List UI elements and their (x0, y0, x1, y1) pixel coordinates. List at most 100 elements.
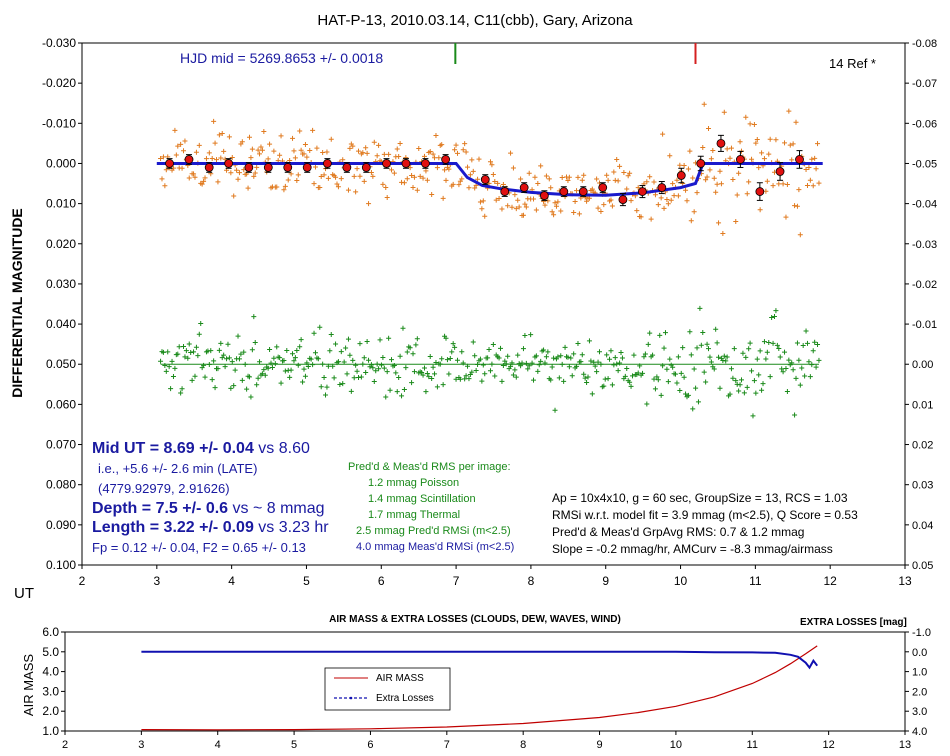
check-star-point (717, 385, 723, 391)
raw-target-point (291, 148, 297, 154)
raw-target-point (700, 144, 706, 150)
check-star-point (271, 355, 277, 361)
check-star-point (651, 376, 657, 382)
legend-airmass-label: AIR MASS (376, 673, 424, 684)
raw-target-point (652, 192, 658, 198)
raw-target-point (452, 147, 458, 153)
raw-target-point (796, 187, 802, 193)
check-star-point (757, 348, 763, 354)
raw-target-point (335, 184, 341, 190)
check-star-point (387, 387, 393, 393)
check-star-point (780, 369, 786, 375)
check-star-point (348, 388, 354, 394)
group-avg-point (342, 163, 352, 172)
check-star-point (741, 390, 747, 396)
check-star-point (695, 399, 701, 405)
check-star-point (229, 359, 235, 365)
check-star-point (335, 359, 341, 365)
raw-target-point (192, 174, 198, 180)
raw-target-point (443, 177, 449, 183)
raw-target-point (261, 129, 267, 135)
check-star-point (744, 384, 750, 390)
raw-target-point (625, 173, 631, 179)
check-star-point (244, 386, 250, 392)
check-star-point (284, 347, 290, 353)
check-star-point (396, 374, 402, 380)
check-star-point (295, 362, 301, 368)
check-star-point (657, 332, 663, 338)
raw-target-point (297, 128, 303, 134)
raw-target-point (670, 181, 676, 187)
check-star-point (505, 353, 511, 359)
raw-target-point (475, 176, 481, 182)
raw-target-point (706, 126, 712, 132)
raw-target-point (744, 191, 750, 197)
raw-target-point (407, 165, 413, 171)
check-star-point (694, 345, 700, 351)
raw-target-point (411, 174, 417, 180)
check-star-point (301, 366, 307, 372)
check-star-point (667, 356, 673, 362)
x-tick-label: 7 (453, 574, 460, 588)
raw-target-point (267, 141, 273, 147)
check-star-point (680, 345, 686, 351)
check-star-point (403, 365, 409, 371)
check-star-point (281, 358, 287, 364)
check-star-point (389, 357, 395, 363)
check-star-point (420, 372, 426, 378)
raw-target-point (251, 173, 257, 179)
check-star-point (272, 361, 278, 367)
raw-target-point (764, 178, 770, 184)
raw-target-point (635, 185, 641, 191)
check-star-point (394, 389, 400, 395)
check-star-point (452, 344, 458, 350)
check-star-point (612, 355, 618, 361)
raw-target-point (746, 179, 752, 185)
raw-target-point (691, 209, 697, 215)
raw-target-point (312, 164, 318, 170)
check-star-point (225, 341, 231, 347)
raw-target-point (479, 206, 485, 212)
raw-target-point (703, 177, 709, 183)
check-star-point (248, 394, 254, 400)
check-star-point (377, 337, 383, 343)
check-star-point (439, 356, 445, 362)
check-star-point (381, 365, 387, 371)
check-star-point (278, 380, 284, 386)
raw-target-point (469, 157, 475, 163)
check-star-point (331, 375, 337, 381)
check-star-point (288, 367, 294, 373)
check-star-point (226, 355, 232, 361)
raw-target-point (624, 186, 630, 192)
check-star-point (282, 368, 288, 374)
check-star-point (701, 369, 707, 375)
raw-target-point (531, 196, 537, 202)
check-star-point (760, 381, 766, 387)
check-star-point (426, 374, 432, 380)
check-star-point (737, 382, 743, 388)
group-avg-point (204, 163, 214, 172)
raw-target-point (463, 149, 469, 155)
losses-y-tick-label: 0.0 (912, 647, 927, 659)
check-star-point (619, 355, 625, 361)
y-right-tick-label: -0.02 (912, 279, 937, 291)
check-star-point (589, 391, 595, 397)
check-star-point (429, 376, 435, 382)
check-star-point (345, 336, 351, 342)
raw-target-point (470, 168, 476, 174)
check-star-point (255, 375, 261, 381)
check-star-point (723, 358, 729, 364)
y-right-tick-label: -0.01 (912, 319, 937, 331)
raw-target-point (294, 177, 300, 183)
raw-target-point (542, 202, 548, 208)
legend-losses-marker (349, 696, 353, 700)
check-star-point (327, 348, 333, 354)
check-star-point (753, 390, 759, 396)
raw-target-point (357, 173, 363, 179)
raw-target-point (594, 176, 600, 182)
check-star-point (739, 377, 744, 383)
check-star-point (294, 348, 300, 354)
raw-target-point (533, 207, 539, 213)
check-star-point (191, 349, 197, 355)
raw-target-point (749, 156, 755, 162)
